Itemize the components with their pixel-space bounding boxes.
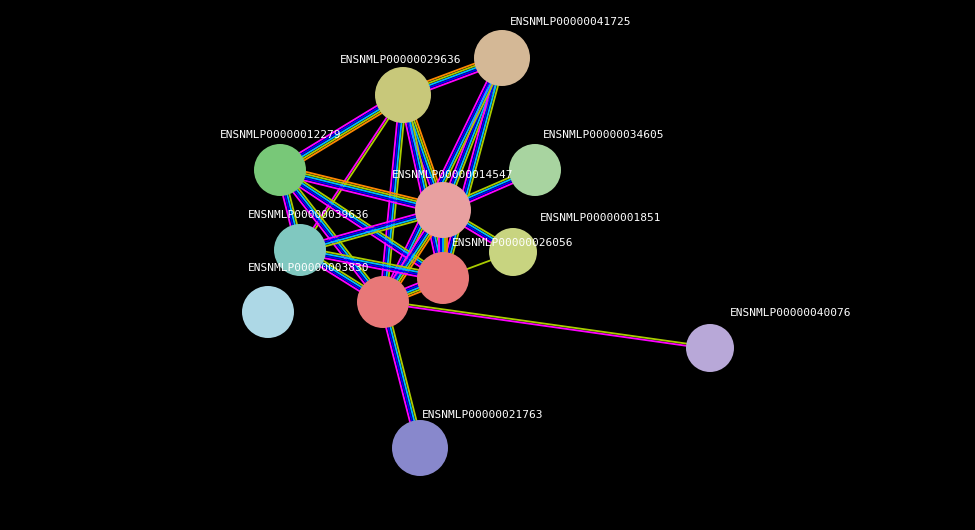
Text: ENSNMLP00000026056: ENSNMLP00000026056 [452,238,573,248]
Circle shape [254,144,306,196]
Text: ENSNMLP00000021763: ENSNMLP00000021763 [422,410,543,420]
Circle shape [375,67,431,123]
Text: ENSNMLP00000029636: ENSNMLP00000029636 [340,55,461,65]
Circle shape [357,276,409,328]
Text: ENSNMLP00000041725: ENSNMLP00000041725 [510,17,632,27]
Text: ENSNMLP00000034605: ENSNMLP00000034605 [543,130,665,140]
Text: ENSNMLP00000040076: ENSNMLP00000040076 [730,308,851,318]
Circle shape [509,144,561,196]
Circle shape [474,30,530,86]
Circle shape [415,182,471,238]
Text: ENSNMLP00000012279: ENSNMLP00000012279 [220,130,341,140]
Circle shape [686,324,734,372]
Text: ENSNMLP00000039636: ENSNMLP00000039636 [248,210,370,220]
Circle shape [242,286,294,338]
Text: ENSNMLP00000001851: ENSNMLP00000001851 [540,213,661,223]
Circle shape [489,228,537,276]
Text: ENSNMLP00000003830: ENSNMLP00000003830 [248,263,370,273]
Text: ENSNMLP00000014547: ENSNMLP00000014547 [392,170,514,180]
Circle shape [392,420,448,476]
Circle shape [417,252,469,304]
Circle shape [274,224,326,276]
